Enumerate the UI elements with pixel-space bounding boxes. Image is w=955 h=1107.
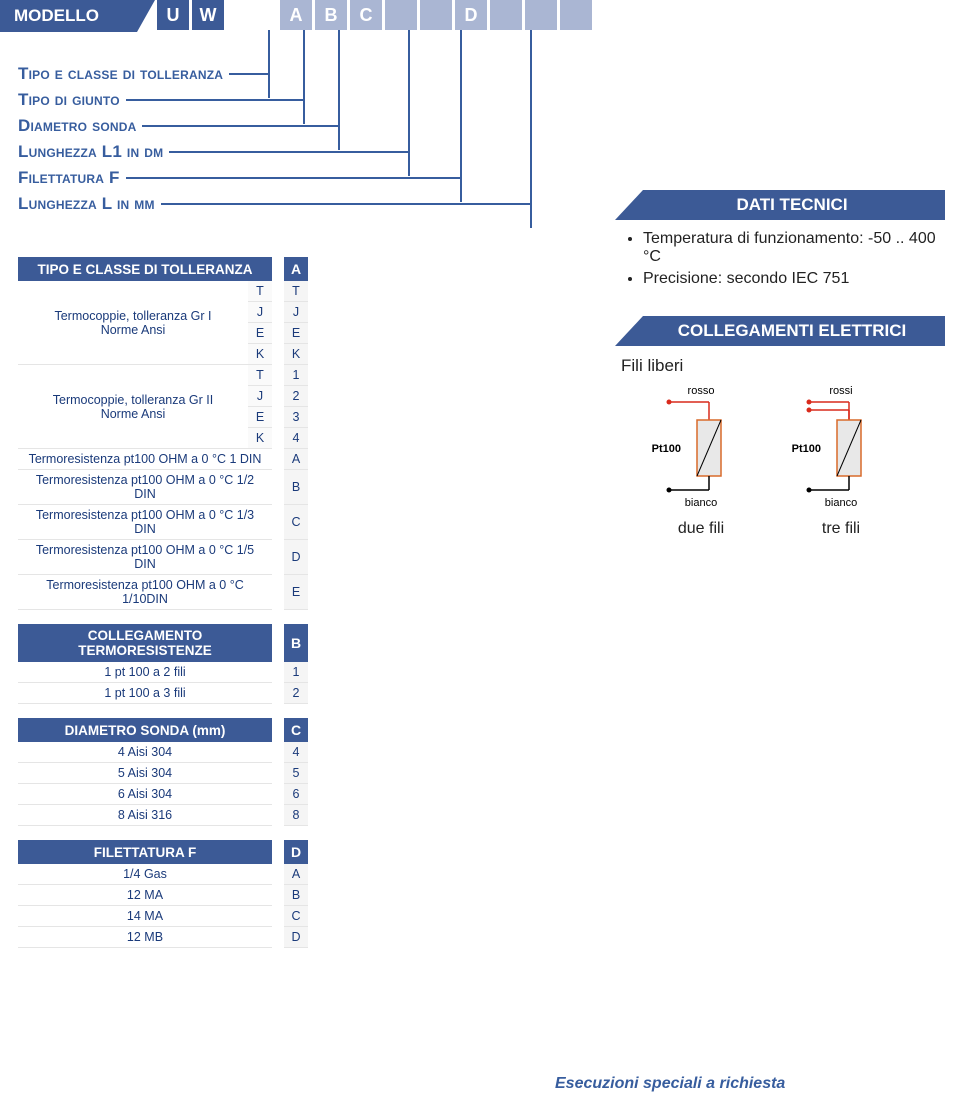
field-row: Diametro sonda bbox=[0, 113, 338, 139]
table-filettatura: FILETTATURA FD1/4 GasA12 MAB14 MAC12 MBD bbox=[18, 840, 308, 948]
connector-hline bbox=[161, 203, 530, 205]
field-labels: Tipo e classe di tolleranza Tipo di giunt… bbox=[0, 61, 600, 217]
field-label: Lunghezza L1 in dm bbox=[18, 142, 163, 162]
dati-tecnici-list: Temperatura di funzionamento: -50 .. 400… bbox=[615, 230, 945, 316]
svg-text:rossi: rossi bbox=[829, 385, 852, 397]
field-row: Filettatura F bbox=[0, 165, 460, 191]
field-label: Filettatura F bbox=[18, 168, 120, 188]
dati-tecnici-header: DATI TECNICI bbox=[615, 190, 945, 220]
field-row: Lunghezza L in mm bbox=[0, 191, 530, 217]
field-label: Tipo di giunto bbox=[18, 90, 120, 110]
model-box-slot bbox=[385, 0, 417, 30]
model-boxes: UW ABC D bbox=[157, 0, 592, 30]
wiring-diagram: rossi Pt100 bianco tre fili bbox=[791, 384, 891, 538]
spec-item: Temperatura di funzionamento: -50 .. 400… bbox=[643, 230, 945, 266]
field-label: Tipo e classe di tolleranza bbox=[18, 64, 223, 84]
model-box-slot: D bbox=[455, 0, 487, 30]
connector-hline bbox=[126, 177, 460, 179]
svg-text:Pt100: Pt100 bbox=[792, 443, 821, 455]
model-box-slot: B bbox=[315, 0, 347, 30]
model-box-slot bbox=[420, 0, 452, 30]
collegamenti-header: COLLEGAMENTI ELETTRICI bbox=[615, 316, 945, 346]
model-label: MODELLO bbox=[0, 0, 155, 32]
wiring-svg: rossi Pt100 bianco bbox=[791, 384, 891, 514]
field-label: Diametro sonda bbox=[18, 116, 136, 136]
connector-hline bbox=[126, 99, 303, 101]
field-row: Tipo e classe di tolleranza bbox=[0, 61, 268, 87]
tables-section: TIPO E CLASSE DI TOLLERANZAATermocoppie,… bbox=[0, 257, 310, 948]
connector-hline bbox=[142, 125, 338, 127]
spec-item: Precisione: secondo IEC 751 bbox=[643, 270, 945, 288]
table-collegamento: COLLEGAMENTO TERMORESISTENZEB1 pt 100 a … bbox=[18, 624, 308, 704]
diagram-caption: due fili bbox=[651, 520, 751, 538]
table-diametro: DIAMETRO SONDA (mm)C4 Aisi 30445 Aisi 30… bbox=[18, 718, 308, 826]
model-box-fixed: W bbox=[192, 0, 224, 30]
svg-text:bianco: bianco bbox=[685, 497, 717, 509]
svg-text:bianco: bianco bbox=[825, 497, 857, 509]
footer-note: Esecuzioni speciali a richiesta bbox=[555, 1075, 785, 1093]
field-row: Lunghezza L1 in dm bbox=[0, 139, 408, 165]
model-box-slot bbox=[560, 0, 592, 30]
wiring-section: Fili liberi rosso Pt100 bianco due fili … bbox=[615, 356, 945, 538]
diagram-caption: tre fili bbox=[791, 520, 891, 538]
model-code-row: MODELLO UW ABC D bbox=[0, 0, 600, 36]
model-box-slot: A bbox=[280, 0, 312, 30]
wiring-svg: rosso Pt100 bianco bbox=[651, 384, 751, 514]
connector-hline bbox=[169, 151, 408, 153]
wiring-subtitle: Fili liberi bbox=[621, 356, 945, 376]
model-box-slot bbox=[525, 0, 557, 30]
svg-text:rosso: rosso bbox=[688, 385, 715, 397]
wiring-diagram: rosso Pt100 bianco due fili bbox=[651, 384, 751, 538]
model-box-slot bbox=[490, 0, 522, 30]
connector-hline bbox=[229, 73, 268, 75]
table-tolleranza: TIPO E CLASSE DI TOLLERANZAATermocoppie,… bbox=[18, 257, 308, 610]
field-label: Lunghezza L in mm bbox=[18, 194, 155, 214]
svg-text:Pt100: Pt100 bbox=[652, 443, 681, 455]
model-box-fixed: U bbox=[157, 0, 189, 30]
field-row: Tipo di giunto bbox=[0, 87, 303, 113]
model-box-slot: C bbox=[350, 0, 382, 30]
